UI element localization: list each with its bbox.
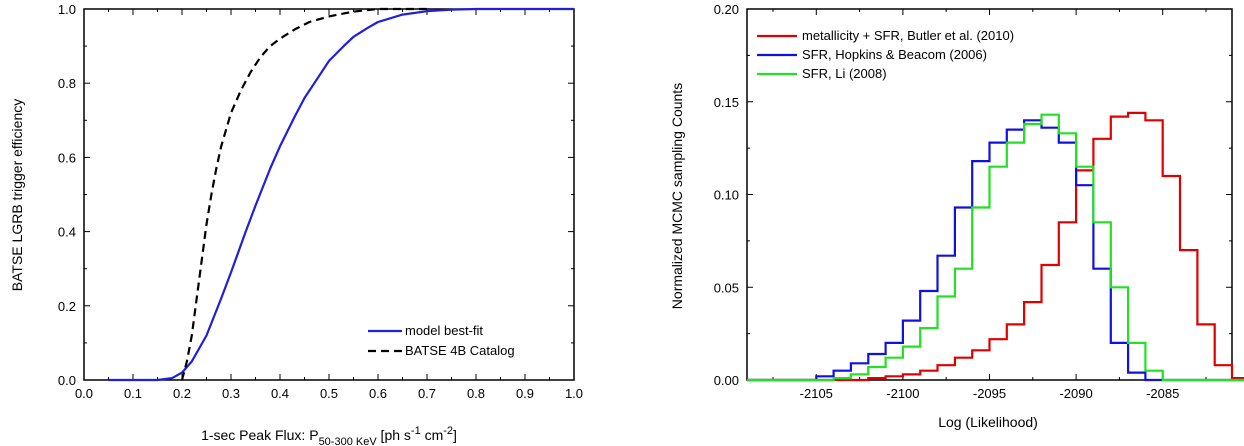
right-x-tick-label: -2095 (973, 386, 1006, 401)
right-y-tick-label: 0.15 (714, 95, 739, 110)
metallicity-sfr-histogram (747, 111, 1244, 382)
batse-4b-catalog-curve (180, 7, 427, 381)
left-x-tick-label: 0.2 (173, 386, 191, 401)
li-2008-histogram (747, 113, 1244, 382)
right-legend: metallicity + SFR, Butler et al. (2010) … (757, 28, 1014, 81)
model-best-fit-curve (108, 7, 574, 382)
left-y-tick-label: 0.4 (58, 225, 76, 240)
right-x-axis-title: Log (Likelihood) (938, 414, 1038, 430)
left-x-tick-label: 0.7 (418, 386, 436, 401)
trigger-efficiency-chart: 0.0 0.1 0.2 0.3 0.4 0.5 0.6 0.7 0.8 0.9 1.0 0.0 0.2 0… (9, 2, 583, 446)
left-x-tick-label: 0.0 (75, 386, 93, 401)
left-y-axis-title: BATSE LGRB trigger efficiency (9, 99, 25, 291)
legend-label-model: model best-fit (405, 323, 483, 338)
mcmc-likelihood-chart: -2105 -2100 -2095 -2090 -2085 0.00 0.05 0.10 0.1… (669, 2, 1244, 430)
legend-label-catalog: BATSE 4B Catalog (405, 343, 515, 358)
right-y-tick-label: 0.20 (714, 2, 739, 17)
right-series-group (747, 111, 1244, 382)
right-y-tick-label: 0.00 (714, 373, 739, 388)
left-y-tick-label: 1.0 (58, 2, 76, 17)
right-x-tick-label: -2085 (1146, 386, 1179, 401)
right-x-tick-label: -2100 (886, 386, 919, 401)
left-series-group (108, 7, 574, 382)
left-x-tick-label: 0.3 (222, 386, 240, 401)
legend-label-metallicity: metallicity + SFR, Butler et al. (2010) (802, 28, 1014, 43)
left-x-tick-label: 0.6 (369, 386, 387, 401)
left-y-tick-label: 0.2 (58, 299, 76, 314)
left-x-axis-title: 1-sec Peak Flux: P50-300 KeV [ph s-1 cm-… (201, 425, 457, 446)
left-y-tick-label: 0.0 (58, 373, 76, 388)
left-axis-ticks: 0.0 0.1 0.2 0.3 0.4 0.5 0.6 0.7 0.8 0.9 1.0 0.0 0.2 0… (58, 2, 583, 401)
right-x-tick-label: -2090 (1059, 386, 1092, 401)
right-y-tick-label: 0.05 (714, 280, 739, 295)
left-x-tick-label: 0.1 (124, 386, 142, 401)
left-x-tick-label: 0.9 (516, 386, 534, 401)
left-x-tick-label: 0.8 (467, 386, 485, 401)
left-plot-frame (83, 8, 575, 381)
left-y-tick-label: 0.8 (58, 76, 76, 91)
right-axis-ticks: -2105 -2100 -2095 -2090 -2085 0.00 0.05 0.10 0.1… (714, 2, 1232, 401)
left-legend: model best-fit BATSE 4B Catalog (368, 323, 515, 358)
right-y-axis-title: Normalized MCMC sampling Counts (669, 83, 685, 309)
left-x-tick-label: 0.5 (320, 386, 338, 401)
legend-label-hopkins: SFR, Hopkins & Beacom (2006) (802, 47, 987, 62)
legend-label-li: SFR, Li (2008) (802, 66, 887, 81)
right-y-tick-label: 0.10 (714, 188, 739, 203)
right-x-tick-label: -2105 (800, 386, 833, 401)
hopkins-beacom-histogram (747, 119, 1244, 382)
left-y-tick-label: 0.6 (58, 150, 76, 165)
left-x-tick-label: 0.4 (271, 386, 289, 401)
left-x-tick-label: 1.0 (565, 386, 583, 401)
